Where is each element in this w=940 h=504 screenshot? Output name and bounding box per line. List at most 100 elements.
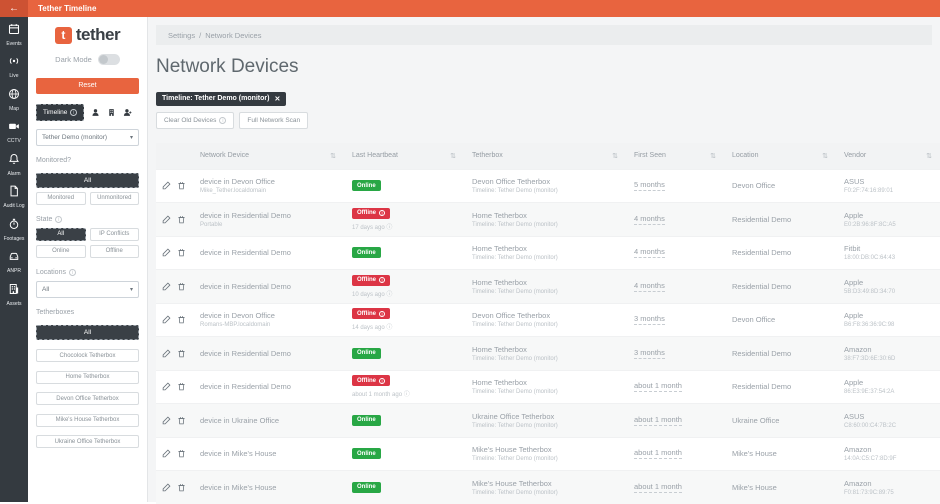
device-subtext: Portable [200, 222, 336, 228]
status-note: 10 days ago ⓘ [352, 289, 456, 298]
tetherbox-name: Devon Office Tetherbox [472, 311, 618, 320]
column-header-vendor[interactable]: Vendor⇅ [836, 143, 940, 169]
first-seen-value[interactable]: 4 months [634, 281, 665, 292]
tether-logo-text: tether [76, 25, 120, 45]
back-button[interactable]: ← [0, 0, 28, 17]
column-header-first-seen[interactable]: First Seen⇅ [626, 143, 724, 169]
trash-icon[interactable] [177, 349, 186, 358]
nav-item-footages[interactable]: Footages [0, 212, 28, 245]
first-seen-value[interactable]: 4 months [634, 214, 665, 225]
trash-icon[interactable] [177, 181, 186, 190]
info-icon: i [379, 311, 385, 317]
status-badge: Online [352, 348, 381, 359]
tetherbox-item-button[interactable]: Mike's House Tetherbox [36, 414, 139, 427]
trash-icon[interactable] [177, 282, 186, 291]
info-icon[interactable]: i [55, 216, 62, 223]
mac-address: B6:F8:36:36:9C:98 [844, 322, 932, 328]
nav-item-assets[interactable]: Assets [0, 277, 28, 310]
first-seen-value[interactable]: about 1 month [634, 482, 682, 493]
nav-item-map[interactable]: Map [0, 82, 28, 115]
first-seen-value[interactable]: 3 months [634, 348, 665, 359]
first-seen-value[interactable]: about 1 month [634, 415, 682, 426]
nav-item-audit-log[interactable]: Audit Log [0, 180, 28, 213]
edit-icon[interactable] [162, 416, 171, 425]
edit-icon[interactable] [162, 349, 171, 358]
trash-icon[interactable] [177, 215, 186, 224]
nav-item-live[interactable]: Live [0, 50, 28, 83]
sort-icon: ⇅ [926, 152, 932, 160]
tetherbox-item-button[interactable]: Home Tetherbox [36, 371, 139, 384]
tetherbox-all-button[interactable]: All [36, 325, 139, 340]
tetherbox-item-button[interactable]: Ukraine Office Tetherbox [36, 435, 139, 448]
edit-icon[interactable] [162, 382, 171, 391]
trash-icon[interactable] [177, 382, 186, 391]
column-header-tetherbox[interactable]: Tetherbox⇅ [464, 143, 626, 169]
vendor-name: Amazon [844, 345, 932, 354]
vendor-name: Apple [844, 378, 932, 387]
first-seen-value[interactable]: 3 months [634, 314, 665, 325]
vendor-name: Fitbit [844, 244, 932, 253]
trash-icon[interactable] [177, 449, 186, 458]
location-value: Devon Office [732, 315, 828, 324]
first-seen-value[interactable]: about 1 month [634, 381, 682, 392]
status-badge: Offline i [352, 375, 390, 386]
monitored-button[interactable]: Monitored [36, 192, 86, 205]
state-offline-button[interactable]: Offline [90, 245, 140, 258]
nav-item-events[interactable]: Events [0, 17, 28, 50]
breadcrumb-current: Network Devices [205, 31, 261, 40]
state-label: State i [36, 216, 139, 223]
edit-icon[interactable] [162, 483, 171, 492]
trash-icon[interactable] [177, 416, 186, 425]
edit-icon[interactable] [162, 449, 171, 458]
edit-icon[interactable] [162, 248, 171, 257]
trash-icon[interactable] [177, 248, 186, 257]
column-header-location[interactable]: Location⇅ [724, 143, 836, 169]
tetherbox-subtext: Timeline: Tether Demo (monitor) [472, 456, 618, 462]
mac-address: 14:0A:C5:C7:8D:9F [844, 456, 932, 462]
full-network-scan-button[interactable]: Full Network Scan [239, 112, 308, 129]
state-ip-conflicts-button[interactable]: IP Conflicts [90, 228, 140, 241]
reset-button[interactable]: Reset [36, 78, 139, 94]
monitored-all-button[interactable]: All [36, 173, 139, 188]
clear-old-devices-button[interactable]: Clear Old Devices i [156, 112, 234, 129]
column-header-last-heartbeat[interactable]: Last Heartbeat⇅ [344, 143, 464, 169]
state-online-button[interactable]: Online [36, 245, 86, 258]
close-icon[interactable]: ✕ [274, 95, 280, 103]
status-note: about 1 month ago ⓘ [352, 389, 456, 398]
tetherbox-item-button[interactable]: Chocolock Tetherbox [36, 349, 139, 362]
mac-address: 18:00:DB:0C:64:43 [844, 255, 932, 261]
column-header-network-device[interactable]: Network Device⇅ [192, 143, 344, 169]
tetherbox-item-button[interactable]: Devon Office Tetherbox [36, 392, 139, 405]
nav-item-anpr[interactable]: ANPR [0, 245, 28, 278]
table-row: device in Residential Demo Online Home T… [156, 236, 940, 270]
tetherbox-name: Mike's House Tetherbox [472, 445, 618, 454]
edit-icon[interactable] [162, 315, 171, 324]
location-value: Residential Demo [732, 215, 828, 224]
document-icon [8, 184, 20, 202]
timeline-select[interactable]: Tether Demo (monitor) ▾ [36, 129, 139, 146]
nav-item-cctv[interactable]: CCTV [0, 115, 28, 148]
first-seen-value[interactable]: about 1 month [634, 448, 682, 459]
edit-icon[interactable] [162, 282, 171, 291]
timeline-filter-button[interactable]: Timeline i [36, 104, 84, 121]
state-all-button[interactable]: All [36, 228, 86, 241]
unmonitored-button[interactable]: Unmonitored [90, 192, 140, 205]
edit-icon[interactable] [162, 215, 171, 224]
tetherbox-name: Home Tetherbox [472, 244, 618, 253]
table-row: device in Mike's House Online Mike's Hou… [156, 437, 940, 471]
dark-mode-toggle[interactable] [98, 54, 120, 65]
location-value: Residential Demo [732, 248, 828, 257]
trash-icon[interactable] [177, 483, 186, 492]
first-seen-value[interactable]: 5 months [634, 180, 665, 191]
nav-item-alarm[interactable]: Alarm [0, 147, 28, 180]
breadcrumb-settings[interactable]: Settings [168, 31, 195, 40]
edit-icon[interactable] [162, 181, 171, 190]
trash-icon[interactable] [177, 315, 186, 324]
info-icon[interactable]: i [69, 269, 76, 276]
building-small-icon[interactable] [107, 108, 116, 117]
info-icon: i [219, 117, 226, 124]
first-seen-value[interactable]: 4 months [634, 247, 665, 258]
person-icon[interactable] [91, 108, 100, 117]
person-add-icon[interactable] [123, 108, 132, 117]
locations-select[interactable]: All ▾ [36, 281, 139, 298]
